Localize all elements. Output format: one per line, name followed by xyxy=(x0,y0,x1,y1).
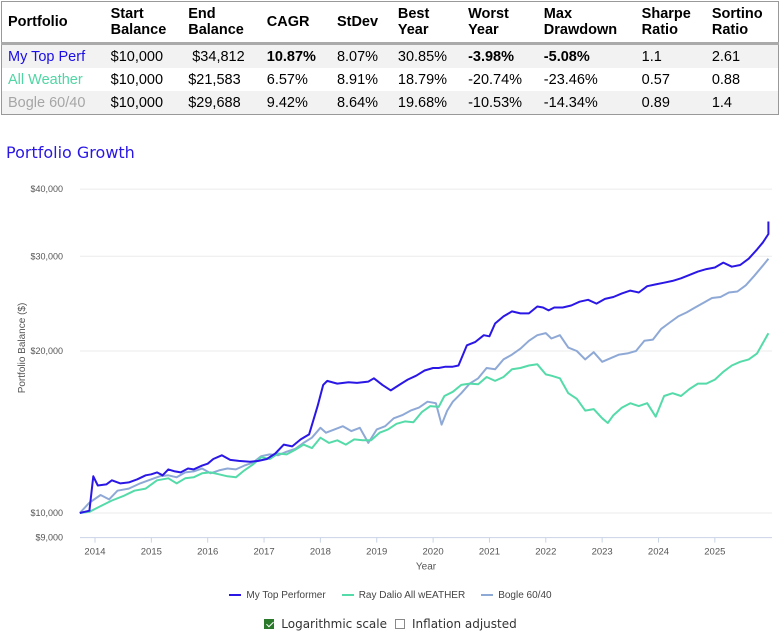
y-tick-label: $30,000 xyxy=(30,251,63,261)
cell-sharpe-ratio: 0.57 xyxy=(635,68,706,91)
cell-max-drawdown: -14.34% xyxy=(537,91,636,115)
y-tick-label: $40,000 xyxy=(30,184,63,194)
cell-stdev: 8.64% xyxy=(330,91,392,115)
portfolio-growth-chart: $9,000 $10,000 $20,000 $30,000 $40,000 2014 20… xyxy=(17,184,772,573)
legend-item[interactable]: Ray Dalio All wEATHER xyxy=(341,589,466,601)
cell-best-year: 19.68% xyxy=(391,91,463,115)
cell-sharpe-ratio: 0.89 xyxy=(635,91,706,115)
cell-sortino-ratio: 0.88 xyxy=(705,68,779,91)
series-line-ray-dalio-all-weather xyxy=(79,332,770,514)
series-line-my-top-performer xyxy=(79,221,770,514)
portfolio-name: My Top Perf xyxy=(1,43,105,68)
cell-stdev: 8.07% xyxy=(330,43,392,68)
legend-item[interactable]: Bogle 60/40 xyxy=(481,589,552,601)
cell-cagr: 6.57% xyxy=(260,68,331,91)
x-tick-label: 2019 xyxy=(366,547,387,558)
x-tick-label: 2022 xyxy=(535,547,556,558)
cell-best-year: 30.85% xyxy=(391,43,463,68)
header-end-balance: End Balance xyxy=(182,1,261,45)
header-start-balance: Start Balance xyxy=(104,1,183,45)
x-tick-label: 2025 xyxy=(704,547,725,558)
portfolio-stats-table: Portfolio Start Balance End Balance CAGR S… xyxy=(1,1,779,115)
legend-item[interactable]: My Top Performer xyxy=(229,589,326,601)
cell-worst-year: -10.53% xyxy=(462,91,538,115)
cell-end-balance: $29,688 xyxy=(182,91,261,115)
cell-worst-year: -20.74% xyxy=(462,68,538,91)
header-sortino-ratio: Sortino Ratio xyxy=(705,1,779,45)
x-tick-label: 2023 xyxy=(592,547,613,558)
option-label: Logarithmic scale xyxy=(281,617,387,631)
table-header-row: Portfolio Start Balance End Balance CAGR S… xyxy=(1,1,779,45)
y-tick-label: $20,000 xyxy=(30,346,63,356)
header-stdev: StDev xyxy=(330,1,392,45)
header-max-drawdown: Max Drawdown xyxy=(537,1,636,45)
table-row: Bogle 60/40 $10,000 $29,688 9.42% 8.64% 19.68… xyxy=(1,91,779,115)
legend-swatch-icon xyxy=(481,594,494,596)
x-tick-label: 2024 xyxy=(648,547,669,558)
cell-sortino-ratio: 2.61 xyxy=(705,43,779,68)
chart-legend: My Top Performer Ray Dalio All wEATHER Bog… xyxy=(0,588,781,601)
series-line-bogle-60-40 xyxy=(79,258,770,514)
cell-best-year: 18.79% xyxy=(391,68,463,91)
cell-cagr: 9.42% xyxy=(260,91,331,115)
cell-cagr: 10.87% xyxy=(260,43,331,68)
chart-options: Logarithmic scale Inflation adjusted xyxy=(0,617,781,632)
header-cagr: CAGR xyxy=(260,1,331,45)
portfolio-name: Bogle 60/40 xyxy=(1,91,105,115)
y-axis-label: Portfolio Balance ($) xyxy=(17,303,28,394)
y-tick-label: $9,000 xyxy=(35,533,63,543)
x-tick-label: 2016 xyxy=(197,547,218,558)
cell-stdev: 8.91% xyxy=(330,68,392,91)
table-row: All Weather $10,000 $21,583 6.57% 8.91% 18.79… xyxy=(1,68,779,91)
header-best-year: Best Year xyxy=(391,1,463,45)
x-tick-label: 2017 xyxy=(253,547,274,558)
y-tick-label: $10,000 xyxy=(30,508,63,518)
legend-label: Ray Dalio All wEATHER xyxy=(358,589,466,601)
x-tick-label: 2020 xyxy=(423,547,444,558)
table-row: My Top Perf $10,000 $34,812 10.87% 8.07% 30.… xyxy=(1,43,779,68)
legend-label: My Top Performer xyxy=(246,589,326,601)
header-sharpe-ratio: Sharpe Ratio xyxy=(635,1,706,45)
header-portfolio: Portfolio xyxy=(1,1,105,45)
header-worst-year: Worst Year xyxy=(462,1,538,45)
checkbox-checked-icon[interactable] xyxy=(264,619,275,629)
legend-swatch-icon xyxy=(341,594,354,596)
x-tick-label: 2015 xyxy=(141,547,162,558)
cell-sortino-ratio: 1.4 xyxy=(705,91,779,115)
cell-start-balance: $10,000 xyxy=(104,43,183,68)
logarithmic-scale-checkbox[interactable]: Logarithmic scale xyxy=(264,617,387,631)
cell-start-balance: $10,000 xyxy=(104,91,183,115)
x-axis-label: Year xyxy=(416,562,437,573)
portfolio-name: All Weather xyxy=(1,68,105,91)
cell-end-balance: $34,812 xyxy=(182,43,261,68)
cell-max-drawdown: -23.46% xyxy=(537,68,636,91)
cell-end-balance: $21,583 xyxy=(182,68,261,91)
checkbox-unchecked-icon[interactable] xyxy=(395,619,405,629)
section-title: Portfolio Growth xyxy=(6,143,135,162)
legend-label: Bogle 60/40 xyxy=(498,589,552,601)
legend-swatch-icon xyxy=(229,594,242,596)
x-tick-label: 2021 xyxy=(479,547,500,558)
cell-sharpe-ratio: 1.1 xyxy=(635,43,706,68)
cell-max-drawdown: -5.08% xyxy=(537,43,636,68)
cell-worst-year: -3.98% xyxy=(462,43,538,68)
inflation-adjusted-checkbox[interactable]: Inflation adjusted xyxy=(395,617,517,631)
x-tick-label: 2018 xyxy=(310,547,331,558)
cell-start-balance: $10,000 xyxy=(104,68,183,91)
x-tick-label: 2014 xyxy=(84,547,105,558)
option-label: Inflation adjusted xyxy=(412,617,517,631)
